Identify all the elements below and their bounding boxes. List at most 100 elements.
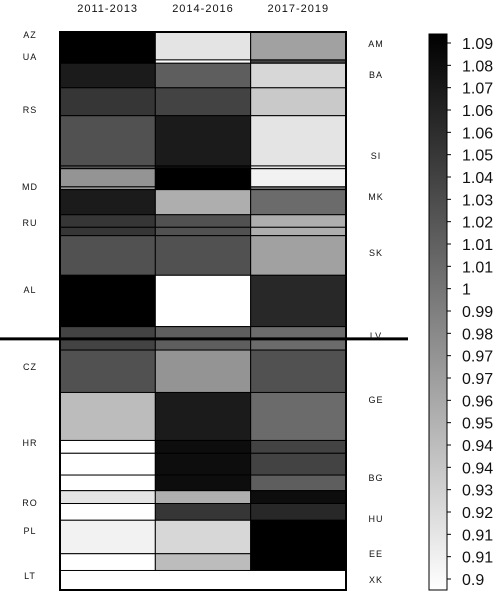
heatmap-cell [154, 214, 252, 228]
heatmap-cell [59, 439, 156, 454]
colorbar-tick-label: 1.01 [462, 237, 493, 254]
colorbar-tick-label: 1.01 [462, 259, 493, 276]
colorbar-tick-label: 0.94 [462, 438, 493, 455]
heatmap-cell [154, 59, 252, 64]
row-label-right: HU [369, 514, 384, 524]
row-label-right: GE [368, 395, 383, 405]
heatmap-cell [59, 62, 156, 89]
heatmap-cell [59, 31, 156, 61]
heatmap-cell [250, 214, 347, 228]
heatmap-cell [59, 519, 156, 555]
row-label-left: UA [23, 52, 38, 62]
heatmap-cell [250, 115, 347, 167]
heatmap-cell [250, 59, 347, 64]
colorbar-tick-label: 1 [462, 282, 471, 299]
heatmap-cell [154, 235, 252, 276]
heatmap-cell [59, 490, 156, 505]
colorbar-tick-label: 1.04 [462, 170, 493, 187]
heatmap-cell [154, 115, 252, 167]
heatmap-cell [59, 214, 156, 228]
heatmap-cell [250, 274, 347, 328]
heatmap-cell [250, 474, 347, 492]
heatmap-cell [250, 439, 347, 454]
heatmap-cell [250, 503, 347, 521]
row-label-right: BA [369, 70, 383, 80]
heatmap-cell [59, 115, 156, 167]
heatmap-cell [250, 189, 347, 216]
row-label-right: SK [369, 248, 383, 258]
heatmap-cell [59, 59, 156, 64]
heatmap-cells [59, 31, 347, 571]
colorbar-gradient [428, 33, 448, 591]
heatmap-cell [250, 31, 347, 61]
heatmap-cell [154, 503, 252, 521]
heatmap-cell [59, 474, 156, 492]
row-label-right: MK [368, 192, 384, 202]
row-label-left: AZ [23, 30, 37, 40]
colorbar-tick-label: 0.97 [462, 349, 493, 366]
heatmap-cell [250, 391, 347, 441]
heatmap-cell [59, 226, 156, 237]
heatmap-cell [154, 553, 252, 571]
colorbar-tick-label: 0.95 [462, 416, 493, 433]
colorbar-tick-label: 0.9 [462, 572, 484, 589]
heatmap-cell [154, 189, 252, 216]
column-header: 2017-2019 [268, 3, 330, 15]
heatmap-cell [59, 503, 156, 521]
heatmap-cell [154, 490, 252, 505]
row-label-left: RO [22, 498, 38, 508]
heatmap-cell [154, 168, 252, 188]
row-labels-left: AZ UA RS MD RU AL CZ HR RO PL LT [22, 30, 38, 581]
column-header: 2011-2013 [77, 3, 138, 15]
heatmap-cell [154, 474, 252, 492]
heatmap-cell [59, 235, 156, 276]
heatmap-cell [59, 189, 156, 216]
colorbar-tick-label: 0.99 [462, 304, 493, 321]
row-label-left: RU [23, 218, 38, 228]
heatmap-cell [154, 452, 252, 476]
heatmap-cell [154, 226, 252, 237]
row-label-right: SI [371, 151, 382, 161]
heatmap-cell [154, 349, 252, 393]
colorbar-tick-label: 1.07 [462, 81, 493, 98]
colorbar-tick-label: 0.91 [462, 550, 493, 567]
heatmap-cell [59, 553, 156, 571]
colorbar-tick-label: 1.03 [462, 192, 493, 209]
heatmap-cell [250, 553, 347, 571]
row-label-right: LV [370, 331, 382, 341]
heatmap-cell [59, 391, 156, 441]
heatmap-cell [154, 31, 252, 61]
heatmap-cell [250, 168, 347, 188]
colorbar-tick-label: 0.98 [462, 326, 493, 343]
row-label-right: AM [368, 39, 384, 49]
row-label-left: HR [23, 438, 38, 448]
row-label-right: BG [368, 473, 383, 483]
column-header: 2014-2016 [172, 3, 234, 15]
heatmap-cell [250, 87, 347, 117]
heatmap-cell [154, 439, 252, 454]
column-headers: 2011-2013 2014-2016 2017-2019 [77, 3, 330, 15]
heatmap-cell [154, 62, 252, 89]
heatmap-cell [250, 349, 347, 393]
heatmap-cell [59, 349, 156, 393]
row-label-left: MD [22, 182, 38, 192]
row-labels-right: AM BA SI MK SK LV GE BG HU EE XK [368, 39, 384, 585]
heatmap-cell [59, 87, 156, 117]
heatmap-cell [250, 452, 347, 476]
row-label-right: XK [369, 575, 383, 585]
colorbar-tick-label: 1.06 [462, 103, 493, 120]
colorbar-tick-label: 1.05 [462, 148, 493, 165]
heatmap-cell [250, 62, 347, 89]
heatmap-cell [154, 274, 252, 328]
colorbar-tick-label: 0.96 [462, 393, 493, 410]
heatmap-cell [154, 519, 252, 555]
colorbar-tick-label: 1.02 [462, 215, 493, 232]
colorbar: 1.09 1.08 1.07 1.06 1.06 1.05 1.04 1.03 1.02 1.01… [428, 33, 493, 591]
group-dividers [0, 337, 408, 341]
row-label-left: LT [24, 571, 36, 581]
heatmap-cell [154, 391, 252, 441]
row-label-left: RS [23, 105, 38, 115]
heatmap-border [59, 31, 347, 591]
heatmap-cell [250, 490, 347, 505]
